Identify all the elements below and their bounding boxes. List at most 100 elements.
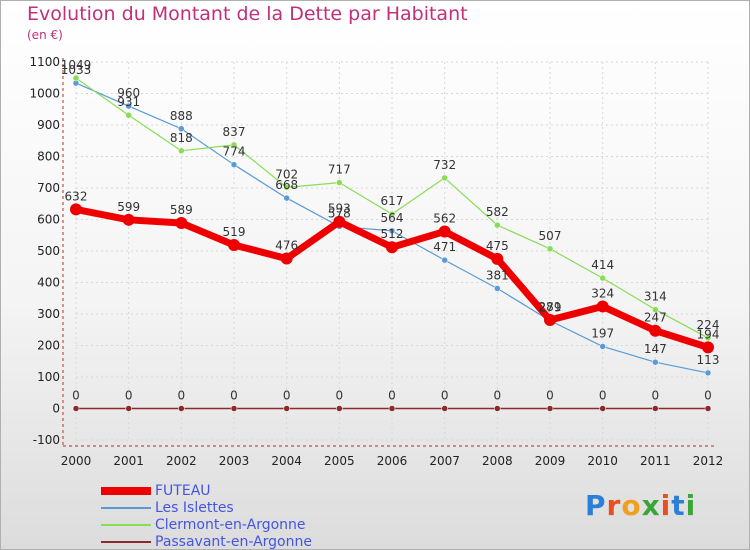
data-label-passavant-en-argonne: 0 [125, 389, 133, 403]
data-point-passavant-en-argonne [72, 405, 80, 412]
data-point-les-islettes [125, 102, 132, 110]
legend-item-futeau: FUTEAU [101, 483, 421, 500]
data-point-passavant-en-argonne [230, 405, 238, 412]
logo-letter: x [641, 489, 661, 522]
data-point-clermont-en-argonne [494, 221, 501, 229]
data-point-futeau [70, 203, 82, 216]
legend-swatch [101, 524, 151, 526]
data-label-passavant-en-argonne: 0 [546, 389, 554, 403]
x-tick-label: 2012 [693, 454, 724, 468]
data-label-futeau: 247 [644, 311, 667, 325]
data-point-les-islettes [599, 343, 606, 350]
data-label-passavant-en-argonne: 0 [388, 389, 396, 403]
data-point-passavant-en-argonne [546, 405, 554, 412]
y-tick-label: 1000 [29, 87, 60, 101]
legend-swatch [101, 507, 151, 509]
chart-subtitle: (en €) [27, 28, 63, 42]
legend-label: FUTEAU [155, 483, 211, 499]
data-label-passavant-en-argonne: 0 [652, 389, 660, 403]
x-tick-label: 2002 [166, 454, 197, 468]
data-label-les-islettes: 471 [433, 240, 456, 254]
data-point-les-islettes [388, 227, 396, 235]
data-label-clermont-en-argonne: 1049 [61, 58, 92, 72]
y-tick-label: 200 [37, 339, 60, 353]
data-point-futeau [702, 341, 714, 354]
data-point-passavant-en-argonne [599, 405, 606, 412]
data-point-passavant-en-argonne [336, 405, 343, 412]
data-point-futeau [596, 300, 609, 313]
data-label-clermont-en-argonne: 582 [486, 205, 509, 219]
data-label-clermont-en-argonne: 314 [644, 290, 667, 304]
data-point-passavant-en-argonne [441, 405, 448, 412]
logo-letter: i [685, 489, 697, 522]
data-label-passavant-en-argonne: 0 [283, 389, 291, 403]
data-point-clermont-en-argonne [178, 147, 185, 155]
x-tick-label: 2005 [324, 454, 355, 468]
data-label-passavant-en-argonne: 0 [599, 389, 607, 403]
data-point-les-islettes [283, 194, 290, 202]
y-tick-label: 0 [52, 402, 60, 416]
data-point-les-islettes [441, 256, 448, 264]
data-point-clermont-en-argonne [125, 111, 132, 119]
legend: FUTEAU Les Islettes Clermont-en-Argonne Pas… [101, 483, 421, 549]
data-point-passavant-en-argonne [704, 405, 712, 412]
proxiti-logo: Proxiti [585, 489, 696, 522]
y-tick-label: 1100 [29, 55, 60, 69]
data-point-clermont-en-argonne [388, 210, 396, 218]
data-label-futeau: 593 [328, 202, 351, 216]
data-point-passavant-en-argonne [125, 405, 132, 412]
data-label-les-islettes: 668 [275, 178, 298, 192]
data-label-futeau: 599 [117, 200, 140, 214]
x-tick-label: 2003 [219, 454, 250, 468]
data-point-futeau [175, 216, 188, 229]
data-point-futeau [649, 324, 662, 337]
data-label-les-islettes: 197 [591, 326, 614, 340]
data-point-passavant-en-argonne [283, 405, 290, 412]
data-label-les-islettes: 578 [328, 206, 351, 220]
legend-swatch [101, 487, 151, 495]
y-tick-label: 800 [37, 150, 60, 164]
x-tick-label: 2006 [377, 454, 408, 468]
data-point-clermont-en-argonne [652, 306, 659, 313]
data-point-futeau [122, 213, 135, 226]
data-point-clermont-en-argonne [546, 245, 554, 253]
data-label-passavant-en-argonne: 0 [494, 389, 502, 403]
data-point-clermont-en-argonne [230, 141, 238, 149]
data-point-futeau [544, 313, 556, 326]
data-label-les-islettes: 564 [381, 211, 404, 225]
data-point-clermont-en-argonne [441, 174, 448, 182]
data-point-clermont-en-argonne [704, 334, 712, 342]
data-label-futeau: 194 [697, 327, 720, 341]
data-point-futeau [438, 225, 451, 238]
data-label-clermont-en-argonne: 414 [591, 258, 614, 272]
data-point-les-islettes [704, 369, 712, 377]
data-label-futeau: 324 [591, 286, 614, 300]
data-point-clermont-en-argonne [283, 184, 290, 191]
legend-item-clermont-en-argonne: Clermont-en-Argonne [101, 517, 421, 534]
data-label-passavant-en-argonne: 0 [336, 389, 344, 403]
legend-label: Clermont-en-Argonne [155, 517, 306, 533]
data-label-les-islettes: 960 [117, 86, 140, 100]
y-tick-label: 300 [37, 307, 60, 321]
data-point-futeau [386, 241, 398, 254]
legend-item-les-islettes: Les Islettes [101, 500, 421, 517]
chart-title: Evolution du Montant de la Dette par Hab… [27, 3, 468, 25]
logo-letter: P [585, 489, 607, 522]
data-point-passavant-en-argonne [178, 405, 185, 412]
logo-letter: o [621, 489, 642, 522]
y-tick-label: 900 [37, 118, 60, 132]
data-label-clermont-en-argonne: 617 [381, 194, 404, 208]
data-label-clermont-en-argonne: 732 [433, 158, 456, 172]
data-point-futeau [280, 252, 293, 265]
y-tick-label: 100 [37, 370, 60, 384]
data-point-futeau [333, 215, 346, 228]
data-point-futeau [228, 239, 240, 252]
data-label-passavant-en-argonne: 0 [441, 389, 449, 403]
data-label-futeau: 589 [170, 203, 193, 217]
logo-letter: t [671, 489, 686, 522]
data-label-les-islettes: 279 [539, 301, 562, 315]
y-tick-label: -100 [33, 433, 60, 447]
data-point-passavant-en-argonne [494, 405, 501, 412]
x-tick-label: 2000 [61, 454, 92, 468]
x-tick-label: 2008 [482, 454, 513, 468]
